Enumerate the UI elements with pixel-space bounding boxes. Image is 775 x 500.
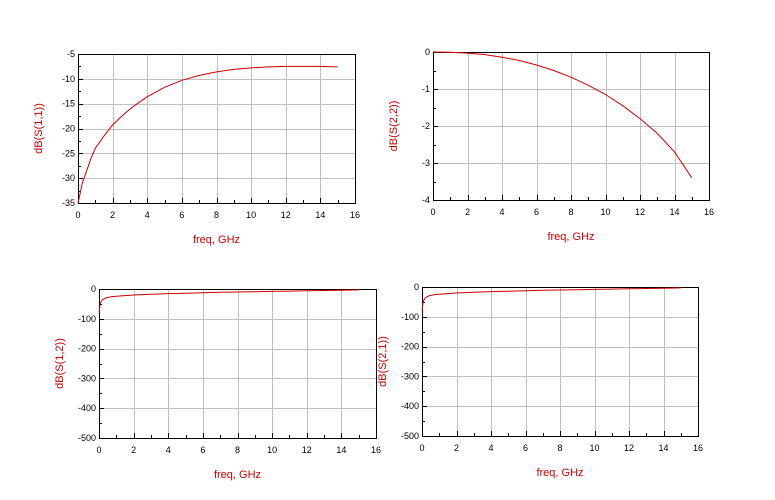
s22-y-tick-label: 0: [425, 47, 430, 57]
s11-x-tick-label: 4: [145, 210, 150, 220]
s22-x-tick-label: 16: [704, 207, 714, 217]
s22-y-tick-label: -4: [422, 195, 430, 205]
s21-x-axis-label: freq, GHz: [536, 467, 583, 479]
s22-y-axis-label: dB(S(2,2)): [388, 101, 400, 152]
s21-x-tick-label: 4: [488, 443, 493, 453]
plot-s21: 0 2 4 6 8 10 12 14 16 0 -100 -200 -300 -400 -500 freq, …: [377, 282, 703, 479]
s11-y-tick-label: -30: [62, 173, 75, 183]
s11-plot-area: [78, 54, 355, 203]
s11-x-tick-label: 14: [315, 210, 325, 220]
s11-y-axis-label: dB(S(1,1)): [33, 103, 45, 154]
s21-y-tick-label: -300: [401, 371, 419, 381]
s22-x-tick-label: 10: [600, 207, 610, 217]
s12-x-axis-label: freq, GHz: [214, 469, 261, 481]
s11-x-axis-label: freq, GHz: [193, 234, 240, 246]
s12-plot-area: [99, 289, 376, 438]
s21-y-tick-label: -200: [401, 342, 419, 352]
s11-x-tick-label: 10: [246, 210, 256, 220]
s12-x-tick-label: 4: [166, 445, 171, 455]
s22-x-tick-label: 0: [430, 207, 435, 217]
s12-y-tick-label: -500: [78, 433, 96, 443]
s11-y-tick-label: -35: [62, 198, 75, 208]
s11-x-tick-label: 6: [179, 210, 184, 220]
s11-y-tick-label: -5: [67, 49, 75, 59]
s12-y-tick-label: 0: [91, 284, 96, 294]
s11-x-tick-label: 8: [214, 210, 219, 220]
s22-plot-frame: [433, 52, 710, 201]
s12-y-tick-label: -100: [78, 314, 96, 324]
s11-trace-line: [77, 65, 338, 204]
s21-x-tick-label: 8: [557, 443, 562, 453]
s12-x-tick-label: 2: [131, 445, 136, 455]
s21-x-tick-label: 12: [624, 443, 634, 453]
s11-y-tick-label: -20: [62, 124, 75, 134]
s12-y-tick-label: -200: [78, 344, 96, 354]
s21-y-tick-label: -100: [401, 312, 419, 322]
s11-y-tick-label: -25: [62, 148, 75, 158]
s21-y-axis-label: dB(S(2,1)): [377, 336, 389, 387]
s12-plot-frame: [99, 289, 377, 439]
s22-y-tick-label: -1: [422, 84, 430, 94]
s21-x-tick-label: 0: [419, 443, 424, 453]
s21-y-tick-label: -500: [401, 431, 419, 441]
s21-plot-frame: [422, 287, 699, 437]
plot-s11: 0 2 4 6 8 10 12 14 16 -5 -10 -15 -20 -25 -30 -35 freq, G…: [33, 49, 360, 246]
s11-y-tick-label: -10: [62, 74, 75, 84]
s12-y-tick-label: -400: [78, 403, 96, 413]
s12-x-tick-label: 6: [200, 445, 205, 455]
s12-x-tick-label: 8: [235, 445, 240, 455]
s11-plot-frame: [78, 54, 356, 204]
s21-x-tick-label: 14: [658, 443, 668, 453]
s12-x-tick-label: 0: [96, 445, 101, 455]
s12-x-tick-label: 10: [267, 445, 277, 455]
s12-x-tick-label: 12: [302, 445, 312, 455]
s21-y-tick-label: 0: [414, 282, 419, 292]
s22-y-tick-label: -2: [422, 121, 430, 131]
s11-x-tick-label: 16: [350, 210, 360, 220]
s21-x-tick-label: 10: [589, 443, 599, 453]
s12-trace-line: [98, 289, 359, 313]
s12-x-tick-label: 16: [371, 445, 381, 455]
s22-x-tick-label: 14: [669, 207, 679, 217]
s22-x-tick-label: 4: [499, 207, 504, 217]
s12-x-tick-label: 14: [336, 445, 346, 455]
s21-trace-line: [421, 287, 681, 311]
s11-x-tick-label: 0: [75, 210, 80, 220]
s11-x-tick-label: 12: [281, 210, 291, 220]
s21-x-tick-label: 6: [523, 443, 528, 453]
s22-x-tick-label: 8: [568, 207, 573, 217]
s21-x-tick-label: 16: [693, 443, 703, 453]
plot-s22: 0 2 4 6 8 10 12 14 16 0 -1 -2 -3 -4 freq, GHz dB(S(2,2)…: [388, 47, 714, 243]
s22-x-tick-label: 12: [635, 207, 645, 217]
s21-x-tick-label: 2: [454, 443, 459, 453]
plot-s12: 0 2 4 6 8 10 12 14 16 0 -100 -200 -300 -400 -500 freq, …: [54, 284, 381, 481]
s12-y-axis-label: dB(S(1,2)): [54, 338, 66, 389]
s11-x-tick-label: 2: [110, 210, 115, 220]
s22-x-axis-label: freq, GHz: [547, 231, 594, 243]
s22-y-tick-label: -3: [422, 158, 430, 168]
s21-y-tick-label: -400: [401, 401, 419, 411]
s22-x-tick-label: 6: [534, 207, 539, 217]
s22-x-tick-label: 2: [465, 207, 470, 217]
s22-trace-line: [432, 51, 693, 179]
s11-y-tick-label: -15: [62, 99, 75, 109]
s12-y-tick-label: -300: [78, 373, 96, 383]
